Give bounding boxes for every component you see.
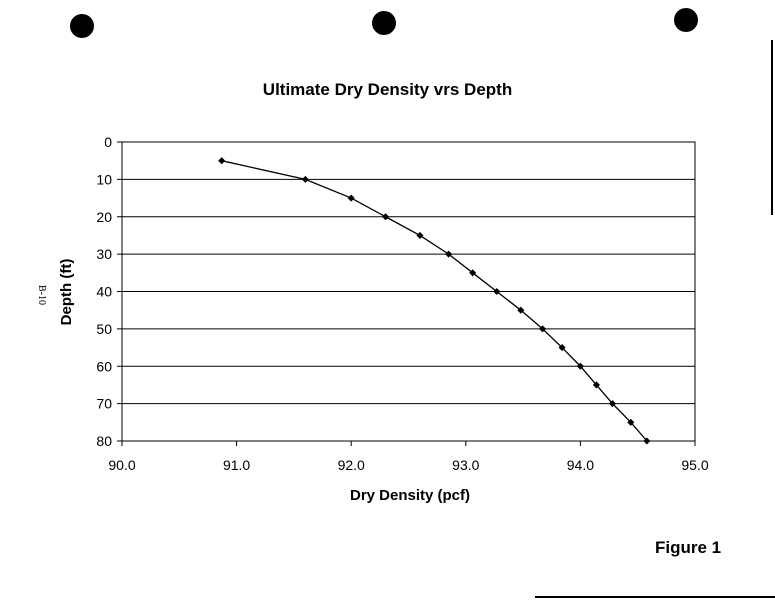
y-axis-ticks: 0 10 20 30 40 50 60 70 80 — [96, 134, 122, 449]
scan-edge-line — [535, 596, 775, 598]
y-tick-label: 0 — [104, 134, 112, 150]
data-point — [608, 400, 617, 408]
data-point — [416, 231, 424, 239]
data-point — [347, 194, 355, 202]
data-point — [643, 437, 651, 445]
data-point — [592, 381, 600, 389]
x-tick-label: 95.0 — [681, 457, 708, 473]
y-tick-label: 60 — [96, 358, 112, 374]
data-point — [576, 362, 584, 370]
y-tick-label: 50 — [96, 321, 112, 337]
data-point — [517, 306, 525, 314]
y-tick-label: 70 — [96, 396, 112, 412]
data-point — [493, 287, 501, 296]
y-tick-label: 40 — [96, 284, 112, 300]
scan-edge-line — [771, 40, 773, 215]
x-tick-label: 90.0 — [108, 457, 135, 473]
y-tick-label: 30 — [96, 246, 112, 262]
figure-label: Figure 1 — [655, 538, 722, 557]
y-tick-label: 80 — [96, 433, 112, 449]
punch-hole — [372, 11, 396, 35]
series-line — [221, 160, 648, 442]
gridlines — [122, 178, 695, 405]
x-tick-label: 93.0 — [452, 457, 479, 473]
data-series — [218, 157, 651, 445]
data-point — [218, 157, 226, 165]
punch-hole — [674, 8, 698, 32]
data-point — [469, 269, 477, 277]
y-tick-label: 20 — [96, 209, 112, 225]
data-point — [301, 175, 309, 183]
x-tick-label: 91.0 — [223, 457, 250, 473]
chart-title: Ultimate Dry Density vrs Depth — [262, 80, 513, 99]
x-tick-label: 92.0 — [338, 457, 365, 473]
data-point — [382, 213, 390, 221]
y-tick-label: 10 — [96, 171, 112, 187]
x-tick-label: 94.0 — [567, 457, 594, 473]
x-axis-title: Dry Density (pcf) — [349, 487, 471, 504]
x-axis-ticks: 90.0 91.0 92.0 93.0 94.0 95.0 — [108, 441, 709, 473]
data-point — [539, 325, 547, 333]
data-point — [627, 418, 635, 426]
data-point — [445, 250, 453, 258]
data-point — [558, 344, 566, 352]
punch-hole — [70, 14, 94, 38]
